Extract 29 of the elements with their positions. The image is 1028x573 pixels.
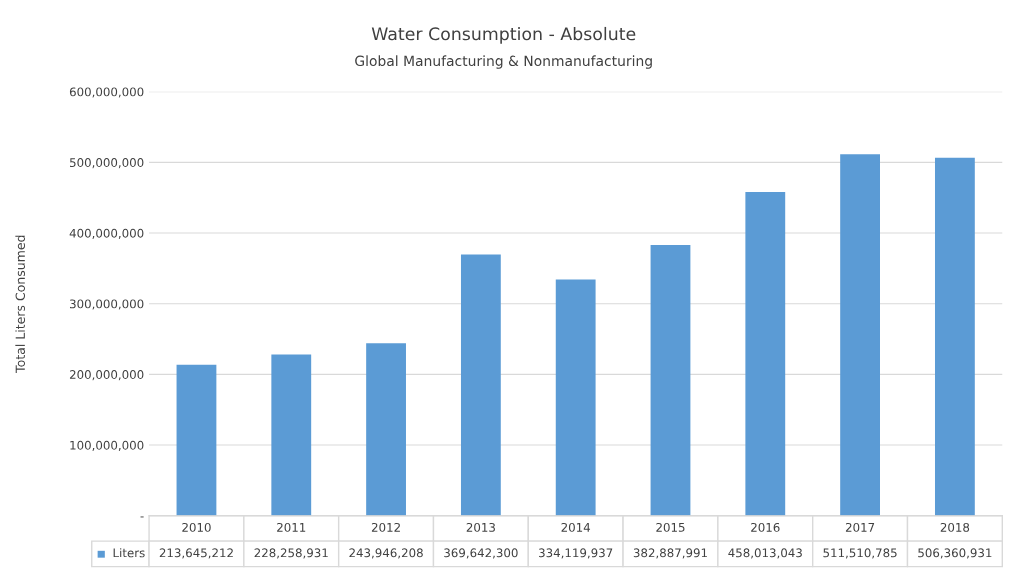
x-tick-label: 2013 bbox=[466, 522, 495, 532]
x-tick-label: 2011 bbox=[277, 522, 306, 532]
y-tick-label: 600,000,000 bbox=[69, 87, 144, 98]
y-tick-label: 300,000,000 bbox=[69, 299, 144, 310]
data-label: 382,887,991 bbox=[633, 548, 707, 559]
y-tick-label: - bbox=[140, 516, 144, 518]
x-tick-label: 2018 bbox=[940, 522, 970, 532]
y-tick-label: 200,000,000 bbox=[69, 370, 144, 381]
y-tick-label: 500,000,000 bbox=[70, 158, 144, 169]
data-label: 506,360,931 bbox=[918, 548, 992, 559]
x-tick-label: 2012 bbox=[371, 522, 400, 532]
data-label: 243,946,208 bbox=[349, 548, 423, 559]
data-label: 334,119,937 bbox=[539, 548, 613, 559]
x-tick-label: 2010 bbox=[182, 522, 211, 532]
x-tick-label: 2014 bbox=[561, 522, 591, 532]
x-tick-label: 2015 bbox=[656, 522, 685, 532]
data-label: 213,645,212 bbox=[159, 548, 233, 559]
chart-subtitle: Global Manufacturing & Nonmanufacturing bbox=[355, 55, 652, 69]
data-label: 511,510,785 bbox=[823, 548, 897, 559]
y-tick-label: 100,000,000 bbox=[70, 440, 144, 451]
legend-label: Liters bbox=[113, 548, 145, 558]
x-tick-label: 2017 bbox=[845, 522, 875, 532]
data-label: 228,258,931 bbox=[254, 548, 328, 559]
y-tick-label: 400,000,000 bbox=[69, 228, 144, 239]
data-label: 458,013,043 bbox=[728, 548, 802, 559]
y-axis-title: Total Liters Consumed bbox=[15, 235, 25, 373]
x-tick-label: 2016 bbox=[751, 522, 780, 532]
chart-title: Water Consumption - Absolute bbox=[371, 26, 636, 44]
data-label: 369,642,300 bbox=[444, 548, 518, 559]
